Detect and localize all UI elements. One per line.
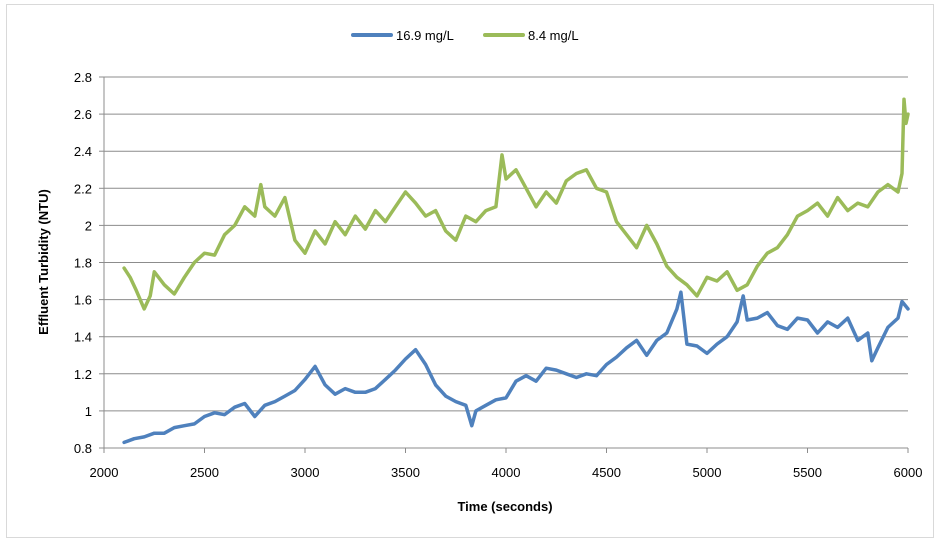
x-tick-label: 2000 xyxy=(90,465,119,480)
series-line-1 xyxy=(122,290,910,445)
y-tick-label: 2.4 xyxy=(74,144,92,159)
x-tick-label: 4500 xyxy=(592,465,621,480)
y-tick-label: 2.6 xyxy=(74,107,92,122)
x-tick-label: 3000 xyxy=(291,465,320,480)
y-tick-label: 1.2 xyxy=(74,367,92,382)
y-tick-label: 2 xyxy=(85,218,92,233)
x-tick-label: 5500 xyxy=(793,465,822,480)
y-tick-label: 1 xyxy=(85,404,92,419)
y-tick-label: 0.8 xyxy=(74,441,92,456)
legend: 16.9 mg/L 8.4 mg/L xyxy=(351,28,579,43)
x-tick-label: 3500 xyxy=(391,465,420,480)
y-tick-label: 2.8 xyxy=(74,70,92,85)
chart-frame xyxy=(6,4,934,538)
y-tick-label: 2.2 xyxy=(74,181,92,196)
x-tick-label: 6000 xyxy=(894,465,923,480)
y-tick-label: 1.4 xyxy=(74,330,92,345)
x-tick-label: 5000 xyxy=(693,465,722,480)
series-line-2 xyxy=(122,97,910,311)
x-tick-label: 4000 xyxy=(492,465,521,480)
legend-label-1: 16.9 mg/L xyxy=(396,28,454,43)
y-tick-label: 1.8 xyxy=(74,256,92,271)
y-axis-title: Effluent Turbidity (NTU) xyxy=(36,189,51,335)
axes: 0.8 1 1.2 1.4 1.6 1.8 2 2.2 2.4 2.6 2.8 2000 2500 300… xyxy=(74,70,923,480)
x-axis-title: Time (seconds) xyxy=(457,499,552,514)
plot-area xyxy=(122,97,910,445)
gridlines xyxy=(104,76,908,412)
x-tick-label: 2500 xyxy=(190,465,219,480)
legend-label-2: 8.4 mg/L xyxy=(528,28,579,43)
y-tick-label: 1.6 xyxy=(74,293,92,308)
